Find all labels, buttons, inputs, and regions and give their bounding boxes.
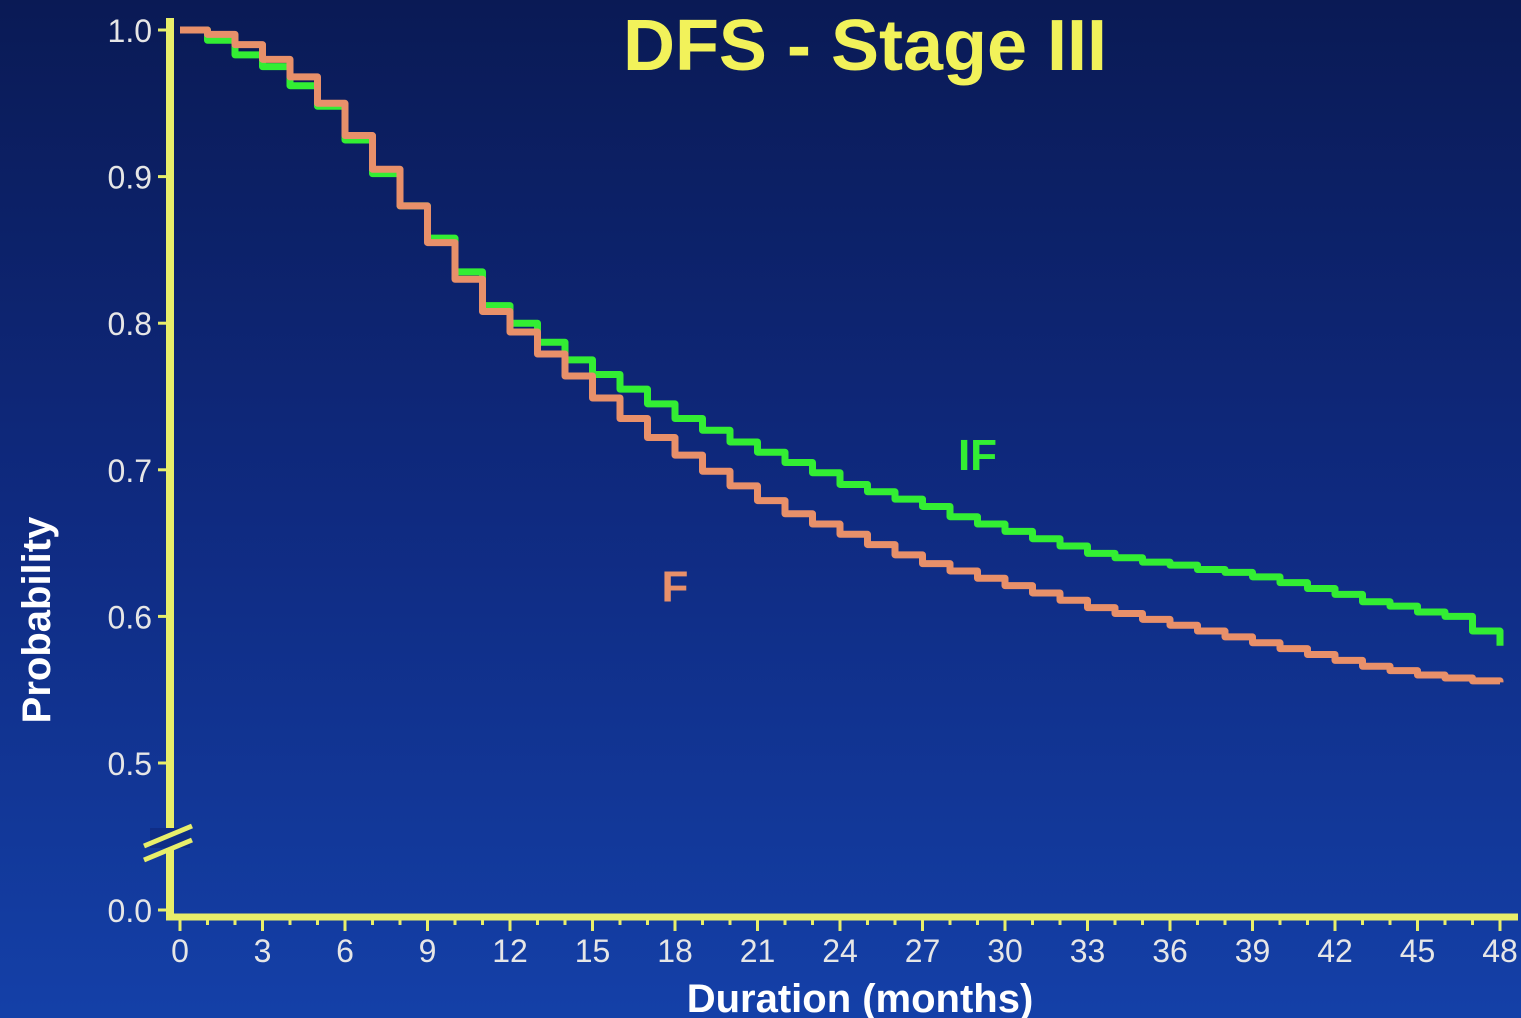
- series-label-if: IF: [958, 431, 997, 480]
- y-axis-ticks: 0.0 0.5 0.6 0.7 0.8 0.9 1.0: [108, 13, 170, 929]
- x-axis-ticks: 0 3 6 9 12 15 18 21 24 27 30 33 36 39 42 45 48: [171, 917, 1518, 969]
- y-tick-label: 0.5: [108, 746, 152, 782]
- x-tick-label: 24: [822, 933, 858, 969]
- y-axis-break-mark: [143, 823, 193, 863]
- y-tick-label: 0.8: [108, 306, 152, 342]
- x-tick-label: 45: [1400, 933, 1436, 969]
- x-tick-label: 21: [740, 933, 776, 969]
- y-axis-label: Probability: [15, 516, 59, 723]
- x-tick-label: 15: [575, 933, 611, 969]
- x-tick-label: 9: [419, 933, 437, 969]
- axis-break-stroke: [143, 837, 193, 863]
- x-tick-label: 18: [657, 933, 693, 969]
- x-tick-label: 48: [1482, 933, 1518, 969]
- x-axis-label: Duration (months): [687, 977, 1034, 1018]
- series-line-f: [180, 26, 1504, 685]
- axis-break-stroke: [143, 823, 193, 849]
- y-tick-label: 0.0: [108, 893, 152, 929]
- x-tick-label: 6: [336, 933, 354, 969]
- x-tick-label: 36: [1152, 933, 1188, 969]
- x-tick-label: 27: [905, 933, 941, 969]
- series-group: [180, 26, 1504, 685]
- x-tick-label: 39: [1235, 933, 1271, 969]
- chart-title: DFS - Stage III: [623, 6, 1107, 86]
- y-tick-label: 0.9: [108, 160, 152, 196]
- series-line-if: [180, 26, 1504, 646]
- y-tick-label: 1.0: [108, 13, 152, 49]
- x-tick-label: 42: [1317, 933, 1353, 969]
- x-tick-label: 12: [492, 933, 528, 969]
- series-annotations: IF F: [662, 431, 998, 612]
- y-tick-label: 0.7: [108, 453, 152, 489]
- series-label-f: F: [662, 563, 689, 612]
- x-tick-label: 33: [1070, 933, 1106, 969]
- x-tick-label: 30: [987, 933, 1023, 969]
- y-tick-label: 0.6: [108, 599, 152, 635]
- x-tick-label: 3: [254, 933, 272, 969]
- x-tick-label: 0: [171, 933, 189, 969]
